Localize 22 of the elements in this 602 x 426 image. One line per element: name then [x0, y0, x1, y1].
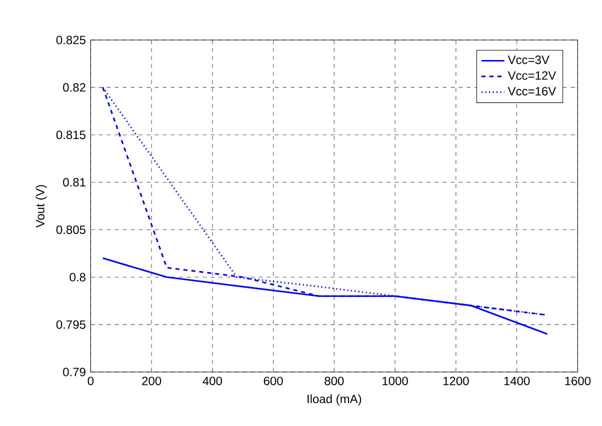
x-tick-label: 400: [202, 376, 222, 386]
y-tick-label: 0.82: [63, 83, 86, 92]
x-tick-label: 800: [324, 376, 344, 386]
legend-label: Vcc=3V: [508, 56, 550, 64]
x-tick-label: 1400: [504, 376, 530, 386]
x-tick-label: 1200: [443, 376, 469, 386]
x-tick-label: 200: [142, 376, 162, 386]
legend-label: Vcc=12V: [508, 71, 556, 80]
x-tick-label: 1000: [382, 376, 408, 386]
x-tick-label: 0: [88, 376, 94, 386]
y-tick-label: 0.805: [56, 225, 86, 234]
y-tick-label: 0.815: [56, 130, 86, 140]
x-tick-label: 600: [264, 376, 283, 386]
x-axis-title: Iload (mA): [308, 394, 362, 406]
y-tick-label: 0.825: [56, 36, 86, 44]
y-tick-label: 0.81: [63, 178, 86, 187]
y-tick-label: 0.79: [63, 368, 86, 376]
x-tick-label: 1600: [565, 376, 591, 386]
y-axis-title: Vout (V): [36, 185, 47, 228]
y-tick-label: 0.795: [56, 320, 86, 329]
legend-label: Vcc=16V: [508, 86, 556, 96]
y-tick-label: 0.8: [70, 272, 86, 282]
